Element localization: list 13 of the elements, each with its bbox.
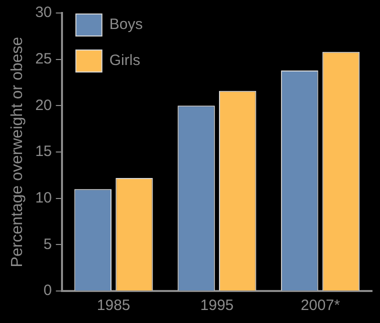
y-tick-label: 30 [35,4,52,22]
y-tick-label: 25 [35,50,52,68]
legend-label: Girls [109,52,140,70]
y-tick-label: 15 [35,143,52,160]
y-tick-label: 0 [44,282,52,300]
x-tick-label: 1985 [96,297,130,314]
x-tick-label: 2007* [300,297,340,314]
y-tick-label: 5 [44,236,52,253]
x-tick-label: 1995 [200,297,234,314]
y-tick-label: 10 [35,189,52,206]
legend-label: Boys [109,16,143,34]
y-axis-title: Percentage overweight or obese [9,36,26,268]
y-tick-label: 20 [35,96,52,114]
